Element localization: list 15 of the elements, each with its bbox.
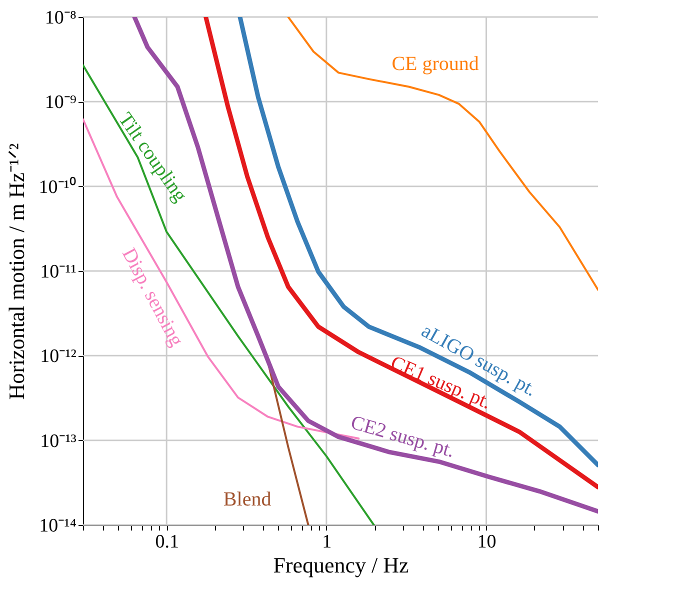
x-tick-label: 10 [477, 532, 496, 552]
y-axis-title: Horizontal motion / m Hz⁻¹ᐟ² [4, 142, 29, 400]
y-tick-label: 10⁻¹² [40, 346, 77, 368]
x-tick-label: 1 [322, 532, 332, 552]
x-axis-title: Frequency / Hz [273, 552, 410, 578]
y-tick-label: 10⁻¹¹ [40, 262, 77, 282]
x-tick-label: 0.1 [155, 532, 179, 552]
text: CE2 susp. pt. [348, 412, 457, 462]
y-tick-label: 10⁻¹³ [40, 430, 77, 452]
y-tick-label: 10⁻⁸ [44, 8, 76, 28]
y-tick-label: 10⁻¹⁰ [38, 176, 76, 198]
series-label: Blend [223, 488, 272, 511]
series-label: CE ground [392, 52, 479, 75]
y-tick-label: 10⁻⁹ [44, 92, 77, 114]
y-tick-label: 10⁻¹⁴ [39, 516, 77, 536]
